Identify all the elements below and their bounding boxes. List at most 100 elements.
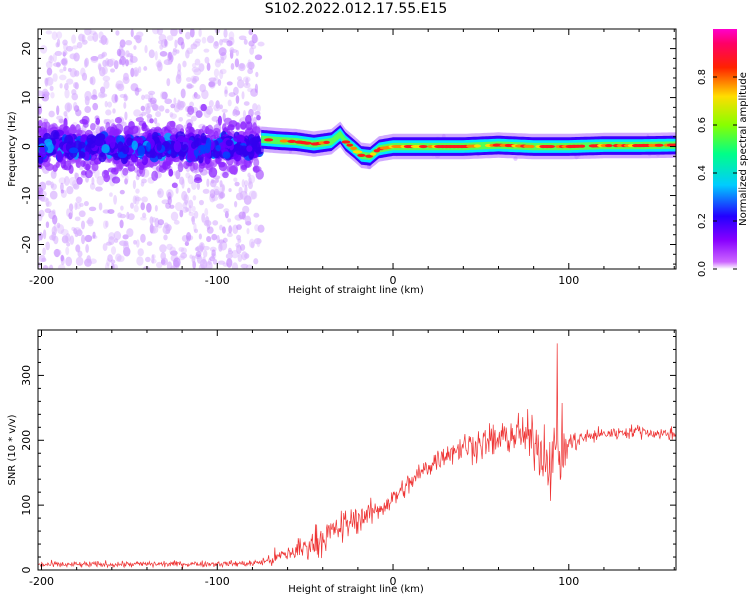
spectrogram-noise-point (218, 243, 223, 252)
spectrogram-noise-point (66, 186, 74, 195)
spectrogram-noise-point (85, 244, 89, 253)
spectrogram-noise-point (130, 202, 134, 209)
spectrogram-noise-point (45, 241, 50, 251)
spectrogram-noise-point (90, 56, 99, 63)
spectrogram-noise-point (186, 83, 193, 90)
spectrogram-ridge-peak (279, 139, 289, 143)
spectrogram-noise-point (198, 263, 205, 269)
spectrogram-noise-point (74, 202, 78, 211)
spectrogram-noise-point (173, 220, 180, 225)
spectrogram-noise-point (183, 160, 190, 170)
spectrogram-noise-point (156, 29, 164, 36)
spectrogram-noise-point (63, 42, 68, 51)
spectrogram-noise-point (45, 180, 52, 186)
spectrogram-noise-point (69, 209, 74, 217)
spectrogram-noise-point (226, 81, 233, 86)
spectrogram-noise-point (140, 233, 146, 243)
spectrogram-noise-point (48, 55, 54, 64)
spectrogram-noise-point (81, 72, 88, 81)
spectrogram-x-axis-label: Height of straight line (km) (288, 285, 424, 296)
spectrogram-noise-point (255, 71, 259, 78)
spectrogram-noise-point (109, 192, 113, 197)
spectrogram-noise-point (178, 246, 185, 252)
spectrogram-noise-point (170, 211, 179, 222)
spectrogram-noise-point (119, 219, 124, 229)
spectrogram-noise-point (125, 39, 133, 46)
spectrogram-noise-point (248, 176, 252, 185)
spectrogram-noise-point (252, 122, 257, 133)
spectrogram-noise-point (133, 109, 142, 117)
colorbar-tick-label: 0.4 (697, 165, 708, 181)
spectrogram-noise-point (245, 121, 253, 131)
spectrogram-noise-point (225, 253, 233, 260)
spectrogram-noise-point (178, 255, 186, 261)
spectrogram-noise-point (123, 72, 129, 81)
spectrogram-noise-point (143, 66, 148, 71)
spectrogram-noise-point (66, 78, 74, 85)
spectrogram-noise-point (148, 90, 156, 96)
spectrogram-noise-point (166, 261, 173, 269)
colorbar: 0.0 0.2 0.4 0.6 0.8 Normalized spectral ampl… (697, 29, 749, 277)
spectrogram-noise-point (94, 168, 100, 179)
spectrogram-y-axis: 20 10 0 -10 -20 (20, 28, 676, 265)
spectrogram-y-axis-label: Frequency (Hz) (7, 111, 18, 187)
spectrogram-noise-point (45, 92, 49, 98)
spectrogram-noise-point (166, 243, 173, 251)
spectrogram-noise-point (202, 188, 210, 194)
spectrogram-noise-point (124, 111, 128, 121)
spectrogram-noise-point (143, 265, 150, 269)
spectrogram-noise-point (60, 58, 68, 65)
spectrogram-noise-point (181, 234, 189, 242)
spectrogram-noise-point (242, 110, 247, 119)
spectrogram-noise-point (164, 98, 173, 105)
spectrogram-noise-point (186, 84, 195, 89)
spectrogram-noise-point (213, 188, 220, 196)
spectrogram-noise-point (110, 246, 117, 255)
spectrogram-noise-point (49, 190, 58, 200)
spectrogram-core-point (205, 137, 212, 150)
spectrogram-noise-point (175, 123, 184, 133)
spectrogram-noise-point (89, 30, 97, 36)
spectrogram-noise-point (194, 94, 201, 100)
spectrogram-noise-point (170, 250, 178, 256)
spectrogram-noise-point (191, 180, 197, 190)
spectrogram-noise-point (84, 105, 92, 113)
spectrogram-noise-point (105, 220, 109, 228)
spectrogram-core-point (225, 139, 233, 147)
spectrogram-noise-point (218, 161, 226, 168)
spectrogram-noise-point (116, 48, 122, 57)
spectrogram-noise-point (231, 249, 239, 259)
x-tick-label: -100 (205, 274, 230, 287)
spectrogram-noise-point (153, 117, 158, 124)
spectrogram-noise-point (186, 47, 194, 55)
spectrogram-noise-point (219, 104, 223, 110)
spectrogram-noise-point (115, 30, 120, 36)
y-tick-label: 300 (20, 365, 33, 386)
spectrogram-noise-point (169, 246, 177, 256)
spectrogram-noise-point (62, 39, 68, 46)
spectrogram-core-point (186, 153, 196, 162)
spectrogram-noise-point (212, 220, 219, 226)
spectrogram-noise-point (102, 59, 108, 67)
spectrogram-x-axis: -200 -100 0 100 (29, 29, 675, 287)
spectrogram-noise-point (239, 244, 246, 251)
spectrogram-ridge-peak (654, 143, 664, 147)
spectrogram-noise-point (206, 35, 215, 44)
y-tick-label: 20 (20, 42, 33, 56)
spectrogram-noise-point (143, 94, 150, 100)
spectrogram-noise-point (38, 261, 41, 268)
spectrogram-noise-point (179, 176, 185, 185)
spectrogram-noise-point (158, 34, 167, 42)
colorbar-tick-label: 0.6 (697, 117, 708, 133)
spectrogram-noise-point (52, 209, 56, 215)
spectrogram-core-point (233, 135, 244, 143)
spectrogram-noise-point (96, 176, 105, 186)
x-tick-label: 100 (558, 575, 579, 588)
spectrogram-noise-point (211, 233, 218, 241)
spectrogram-noise-point (73, 227, 82, 235)
spectrogram-noise-point (167, 195, 172, 206)
spectrogram-noise-point (218, 47, 227, 56)
spectrogram-noise-point (76, 41, 83, 49)
colorbar-tick-label: 0.2 (697, 213, 708, 229)
spectrogram-noise-point (115, 253, 122, 262)
